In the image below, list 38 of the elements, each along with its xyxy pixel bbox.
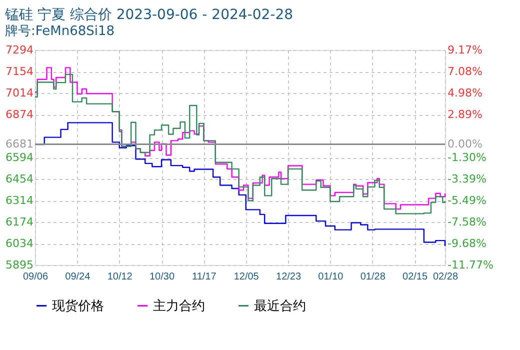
y-tick-label: 6034 (6, 237, 34, 250)
x-tick-label: 10/12 (107, 272, 133, 282)
y-tick-label: 7154 (6, 65, 34, 78)
y-tick-label: 6594 (6, 151, 34, 164)
y-tick-label: 6314 (6, 194, 34, 208)
y2-tick-label: -5.49% (448, 194, 486, 208)
y2-tick-label: -9.68% (448, 237, 486, 250)
y2-tick-label: 4.98% (448, 86, 482, 100)
y2-tick-label: -11.77% (448, 258, 494, 272)
x-tick-label: 09/24 (65, 272, 91, 282)
chart-subtitle: 牌号:FeMn68Si18 (5, 24, 115, 39)
y-tick-label: 7294 (6, 44, 34, 56)
y-tick-label: 5895 (6, 258, 34, 272)
x-tick-label: 09/06 (22, 272, 48, 282)
x-tick-label: 01/10 (318, 272, 344, 282)
y2-tick-label: 0.00% (448, 138, 482, 151)
x-tick-label: 02/15 (402, 272, 428, 282)
x-tick-label: 01/28 (360, 272, 386, 282)
x-tick-label: 12/23 (276, 272, 302, 282)
y2-tick-label: 9.17% (448, 44, 482, 56)
y-tick-label: 6174 (6, 216, 34, 229)
chart-title: 锰硅 宁夏 综合价 2023-09-06 - 2024-02-28 (4, 7, 294, 23)
x-tick-label: 10/30 (150, 272, 175, 282)
y2-tick-label: -7.58% (448, 215, 486, 228)
y-tick-label: 6454 (6, 172, 34, 186)
legend-label: 现货价格 (52, 298, 104, 314)
y-tick-label: 6681 (6, 138, 34, 151)
y2-tick-label: 2.89% (448, 108, 482, 121)
y2-tick-label: -1.30% (448, 151, 486, 164)
y-tick-label: 7014 (6, 86, 34, 100)
x-tick-label: 02/28 (432, 272, 458, 282)
y2-tick-label: 7.08% (448, 64, 482, 78)
y2-tick-label: -3.39% (448, 172, 486, 186)
legend-label: 主力合约 (153, 298, 205, 314)
y-tick-label: 6874 (6, 108, 34, 122)
x-tick-label: 12/05 (234, 272, 260, 282)
x-tick-label: 11/17 (192, 272, 217, 282)
legend-label: 最近合约 (254, 298, 306, 314)
